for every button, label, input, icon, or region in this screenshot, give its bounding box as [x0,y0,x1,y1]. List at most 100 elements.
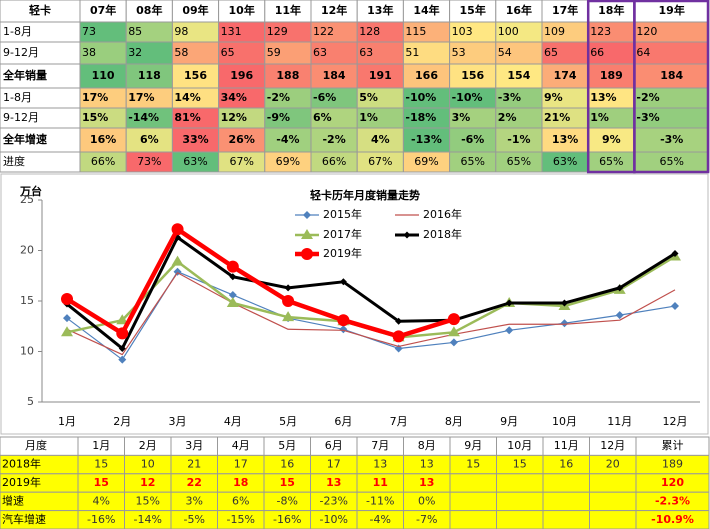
cell-value: 98 [174,25,188,38]
cell-value: 14% [174,91,200,104]
table-cell [542,510,590,529]
series-marker [229,273,237,281]
y-tick-label: 25 [20,193,34,206]
cell-value: 15% [136,494,160,507]
cell-value: -23% [320,494,348,507]
cell-value: 54 [498,46,512,59]
cell-value: 63% [183,155,207,168]
cell-value: -10% [452,91,483,104]
header-text: 19年 [659,3,685,17]
header-text: 13年 [367,3,393,17]
cell-value: 69% [414,155,438,168]
cell-value: -6% [313,91,336,104]
cell-value: 6% [140,133,159,146]
cell-value: 3% [452,111,471,124]
cell-value: 6% [313,111,332,124]
cell-value: 81% [174,111,200,124]
cell-value: -2% [636,91,659,104]
series-marker [61,292,73,305]
cell-value: 21% [544,111,570,124]
series-marker [671,250,679,258]
cell-value: 154 [507,69,530,82]
cell-value: 131 [221,25,242,38]
cell-value: -1% [507,133,530,146]
cell-value: -15% [227,513,255,526]
series-marker [616,284,624,292]
series-marker [447,326,460,337]
header-text: 6月 [325,439,343,452]
y-axis-label: 万台 [19,184,42,198]
series-marker [671,302,679,311]
cell-value: -8% [277,494,298,507]
header-text: 10年 [229,3,255,17]
cell-value: -10.9% [651,513,694,526]
series-marker [116,314,129,325]
cell-value: 115 [405,25,426,38]
cell-value: 109 [544,25,565,38]
row-label: 增速 [2,493,24,507]
series-marker [337,314,350,327]
x-tick-label: 8月 [445,415,463,428]
highlight-box [633,0,710,174]
cell-value: 22 [187,476,202,489]
cell-value: 15 [94,476,109,489]
cell-value: -16% [87,513,115,526]
row-label: 全年增速 [2,132,47,146]
x-tick-label: 7月 [390,415,408,428]
cell-value: 103 [452,25,473,38]
cell-value: 66 [590,46,604,59]
series-marker [339,278,347,286]
cell-value: 66% [91,155,115,168]
series-marker [171,223,184,236]
cell-value: 123 [590,25,611,38]
series-line [66,272,676,356]
cell-value: 65% [460,155,484,168]
series-marker [615,311,624,320]
cell-value: 53 [452,46,466,59]
legend-label: 2019年 [323,246,362,260]
chart-title: 轻卡历年月度销量走势 [310,188,420,202]
cell-value: 16% [90,133,116,146]
cell-value: 85 [128,25,142,38]
table-cell [542,491,590,512]
cell-value: -4% [370,513,391,526]
row-label: 进度 [3,154,25,168]
cell-value: 51 [405,46,419,59]
header-text: 12月 [600,439,625,452]
table-cell [589,491,637,512]
header-text: 5月 [278,439,296,452]
cell-value: 156 [184,69,207,82]
series-marker [392,330,405,343]
header-text: 9月 [464,439,482,452]
cell-value: 65 [544,46,558,59]
cell-value: 189 [600,69,623,82]
cell-value: 34% [221,91,247,104]
row-label: 汽车增速 [2,512,46,526]
cell-value: 12% [221,111,247,124]
row-label: 1-8月 [3,91,32,104]
header-text: 16年 [506,3,532,17]
cell-value: 1% [590,111,609,124]
cell-value: 32 [128,46,142,59]
legend-marker [303,211,311,219]
cell-value: -4% [276,133,299,146]
x-tick-label: 4月 [224,415,242,428]
series-line [66,235,676,350]
cell-value: -10% [320,513,348,526]
header-text: 09年 [182,3,208,17]
table-cell [589,473,637,493]
cell-value: 13 [419,476,434,489]
x-tick-label: 1月 [58,415,76,428]
legend-marker [301,248,313,260]
cell-value: 59 [267,46,281,59]
cell-value: 66% [322,155,346,168]
cell-value: -10% [405,91,436,104]
cell-value: -14% [134,513,162,526]
row-label: 2018年 [2,457,41,471]
cell-value: 191 [369,69,392,82]
cell-value: 16 [559,458,573,471]
cell-value: 69% [276,155,300,168]
cell-value: 63 [313,46,327,59]
legend-marker [403,231,411,239]
cell-value: 15 [513,458,527,471]
